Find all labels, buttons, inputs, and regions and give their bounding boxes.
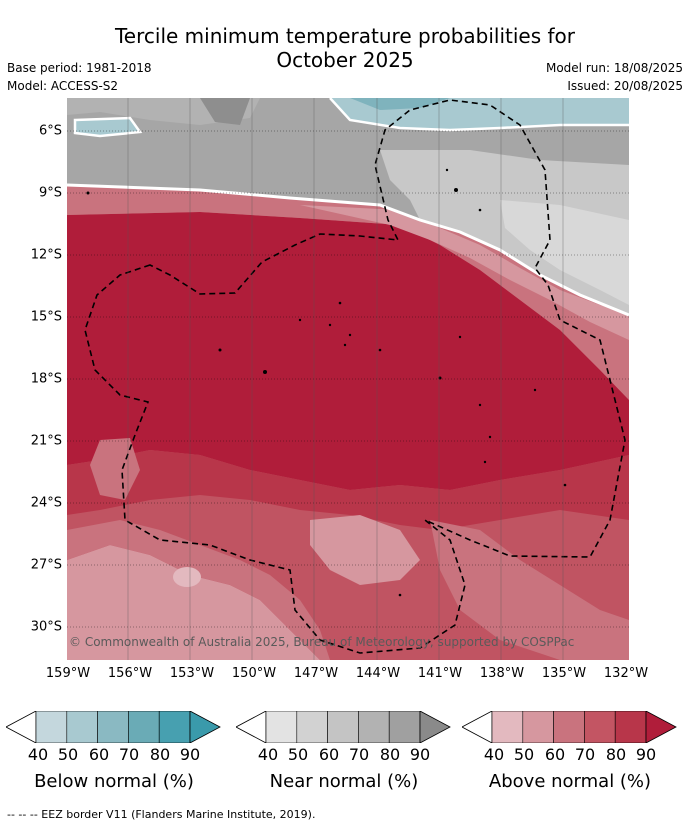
near-normal-light-east <box>380 150 629 315</box>
colorbar-swatch <box>614 711 647 743</box>
colorbar-swatch <box>358 711 390 743</box>
lon-label: 147°W <box>293 666 339 681</box>
above-50-patch-s <box>310 515 420 585</box>
meta-left: Base period: 1981-2018 Model: ACCESS-S2 <box>7 59 152 95</box>
near-normal-region <box>67 98 629 315</box>
lon-label: 138°W <box>479 666 525 681</box>
tick-label: 70 <box>118 745 140 764</box>
colorbar-near-normal <box>236 711 451 743</box>
tick-label: 60 <box>318 745 340 764</box>
lon-label: 150°W <box>231 666 277 681</box>
model-run: Model run: 18/08/2025 <box>545 61 683 75</box>
tick-label: 40 <box>27 745 49 764</box>
lat-label: 15°S <box>30 309 62 325</box>
above-80-band <box>67 450 629 530</box>
tick-label: 70 <box>574 745 596 764</box>
tick-label: 80 <box>379 745 401 764</box>
lat-label: 18°S <box>30 371 62 387</box>
lat-label: 9°S <box>38 185 62 201</box>
near-normal-darkest <box>200 98 250 125</box>
colorbar-swatch <box>66 711 98 743</box>
tick-label: 60 <box>88 745 110 764</box>
title-line-1: Tercile minimum temperature probabilitie… <box>114 24 576 48</box>
lon-label: 132°W <box>603 666 649 681</box>
tick-label: 50 <box>513 745 535 764</box>
colorbar-title-near: Near normal (%) <box>269 771 419 792</box>
lon-label: 159°W <box>45 666 91 681</box>
below-normal-ne-core <box>350 98 450 110</box>
tick-label: 60 <box>544 745 566 764</box>
colorbar-swatch <box>491 711 524 743</box>
below-normal-nw <box>75 118 140 136</box>
tick-label: 40 <box>483 745 505 764</box>
eez-footnote: -- -- -- EEZ border V11 (Flanders Marine… <box>7 808 316 821</box>
lat-label: 21°S <box>30 433 62 449</box>
eez-border-frenchpolynesia <box>84 99 626 654</box>
colorbar-title-below: Below normal (%) <box>34 771 194 792</box>
colorbar-swatch <box>553 711 585 743</box>
colorbar-swatch <box>584 711 616 743</box>
above-90-region <box>67 212 629 490</box>
model-name: Model: ACCESS-S2 <box>7 79 119 93</box>
tick-label: 40 <box>257 745 279 764</box>
lat-label: 27°S <box>30 557 62 573</box>
colorbar-swatch <box>327 711 359 743</box>
map-title: Tercile minimum temperature probabilitie… <box>0 24 690 72</box>
above-60-patch-se <box>430 520 629 660</box>
colorbar-above-normal <box>462 711 677 743</box>
tick-label: 50 <box>57 745 79 764</box>
colorbar-swatch <box>522 711 554 743</box>
lon-label: 153°W <box>169 666 215 681</box>
copyright-notice: © Commonwealth of Australia 2025, Bureau… <box>69 635 575 649</box>
colorbar-swatch <box>97 711 129 743</box>
colorbar-swatch <box>265 711 298 743</box>
tick-label: 70 <box>348 745 370 764</box>
meta-right: Model run: 18/08/2025 Issued: 20/08/2025 <box>546 59 683 95</box>
above-60-north-band <box>67 185 629 400</box>
colorbar-below-normal <box>6 711 221 743</box>
lon-label: 144°W <box>355 666 401 681</box>
map-field <box>67 98 629 660</box>
tick-label: 80 <box>149 745 171 764</box>
tick-label: 90 <box>179 745 201 764</box>
tick-label: 90 <box>635 745 657 764</box>
colorbar-swatch <box>158 711 191 743</box>
tick-label: 80 <box>605 745 627 764</box>
above-60-patch-sw <box>67 520 330 660</box>
colorbar-swatch <box>35 711 68 743</box>
above-60-patch-w <box>90 438 140 500</box>
colorbar-swatch <box>388 711 421 743</box>
lon-label: 156°W <box>107 666 153 681</box>
above-50-patch-sw <box>67 545 320 660</box>
lat-label: 24°S <box>30 495 62 511</box>
issued-date: Issued: 20/08/2025 <box>567 79 683 93</box>
lat-label: 12°S <box>30 247 62 263</box>
probability-map <box>67 98 629 660</box>
graticule <box>67 130 629 628</box>
base-period: Base period: 1981-2018 <box>7 61 152 75</box>
lon-label: 135°W <box>541 666 587 681</box>
title-line-2: October 2025 <box>276 48 414 72</box>
colorbar-swatch <box>128 711 160 743</box>
tick-label: 50 <box>287 745 309 764</box>
colorbar-title-above: Above normal (%) <box>488 771 652 792</box>
lat-label: 6°S <box>38 123 62 139</box>
lon-label: 141°W <box>417 666 463 681</box>
near-normal-lightest-east <box>500 200 629 305</box>
above-40-patch <box>173 567 201 587</box>
lat-label: 30°S <box>30 619 62 635</box>
tick-label: 90 <box>409 745 431 764</box>
colorbar-swatch <box>296 711 328 743</box>
